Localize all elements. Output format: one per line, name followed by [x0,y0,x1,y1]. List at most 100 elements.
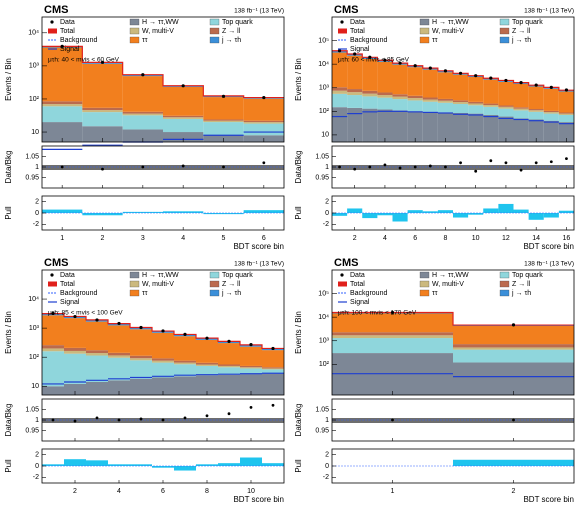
stack-segment [513,118,529,142]
stack-segment [163,132,204,142]
legend-marker [48,281,57,287]
stack-segment [218,367,240,375]
x-tick-label: 1 [391,488,395,495]
legend-marker [209,18,220,26]
legend-marker [129,280,140,288]
data-point [564,88,569,92]
y-axis-label: Events / Bin [4,58,13,101]
stack-segment [174,376,196,395]
ratio-point [95,416,99,420]
pull-bar [468,213,484,215]
stack-segment [243,122,284,124]
ratio-tick-label: 1.05 [25,153,39,160]
stack-segment [82,107,123,111]
pull-bar [543,213,559,218]
legend-marker [129,271,140,279]
pull-bar [122,211,163,213]
ratio-point [413,165,417,169]
x-tick-label: 4 [383,235,387,242]
y-tick-label: 10³ [319,338,330,345]
pull-tick-label: 0 [325,463,329,470]
data-point [60,44,64,48]
pull-bar [163,211,204,213]
legend-marker [209,27,220,35]
stack-segment [218,364,240,366]
legend-label: Z → ll [512,28,531,35]
stack-segment [377,92,393,96]
data-point [271,346,275,351]
stack-segment [218,343,240,365]
y-tick-label: 10 [31,129,39,136]
data-point [141,73,145,77]
data-point [139,325,143,330]
x-tick-label: 5 [222,235,226,242]
plot-frame [331,16,575,143]
ratio-point [161,418,165,422]
data-point [161,329,165,333]
stack-segment [362,58,378,91]
pull-bar [422,211,438,213]
stack-segment [243,98,284,121]
legend-label: Background [60,290,97,297]
legend-label: W, multi-V [142,28,174,35]
stack-segment [422,69,438,98]
cms-label: CMS [334,4,358,16]
pull-bar [196,464,218,466]
stack-segment [453,103,469,113]
stack-segment [42,101,83,105]
x-tick-label: 2 [512,488,516,495]
stack-segment [437,100,453,103]
pull-bar [558,210,574,213]
stack-segment [122,115,163,130]
stack-segment [174,360,196,363]
ratio-tick-label: 1.05 [315,406,329,413]
legend-label: Background [350,37,387,44]
stack-segment [163,118,204,133]
pull-tick-label: -2 [33,474,39,481]
legend-marker [499,280,510,288]
ratio-tick-label: 1.05 [315,153,329,160]
lumi-label: 138 fb⁻¹ (13 TeV) [524,8,574,15]
stack-segment [42,345,64,349]
stack-segment [218,365,240,368]
ratio-point [101,167,104,171]
data-point [262,95,266,100]
stack-segment [437,98,453,101]
stack-segment [108,352,130,356]
ratio-tick-label: 0.95 [315,174,329,181]
pull-bar [347,208,363,213]
legend-label: Z → ll [512,281,531,288]
stack-segment [513,108,529,111]
uncertainty-band [42,165,284,170]
stack-segment [332,335,453,339]
stack-segment [362,96,378,109]
stack-segment [543,112,559,114]
data-point [519,81,523,85]
legend-marker [419,280,430,288]
x-tick-label: 8 [205,488,209,495]
x-axis-label: BDT score bin [523,495,574,504]
stack-segment [558,122,574,142]
stack-segment [332,338,453,354]
ratio-point [338,165,341,169]
stack-segment [240,374,262,395]
stack-segment [203,120,244,123]
stack-segment [468,105,484,114]
stack-segment [174,362,196,365]
stack-segment [483,105,499,107]
ratio-point [504,161,508,165]
pull-bar [377,213,393,216]
stack-segment [130,329,152,356]
data-point [221,94,226,98]
pull-bar [82,213,123,216]
ratio-point [139,417,143,421]
stack-segment [422,97,438,100]
stack-segment [108,357,130,381]
stack-segment [82,112,123,127]
stack-segment [86,350,108,354]
legend-marker [209,280,220,288]
stack-segment [196,339,218,363]
pull-tick-label: 2 [35,199,39,206]
legend-label: H → ττ,WW [142,272,179,279]
pull-tick-label: 0 [325,210,329,217]
